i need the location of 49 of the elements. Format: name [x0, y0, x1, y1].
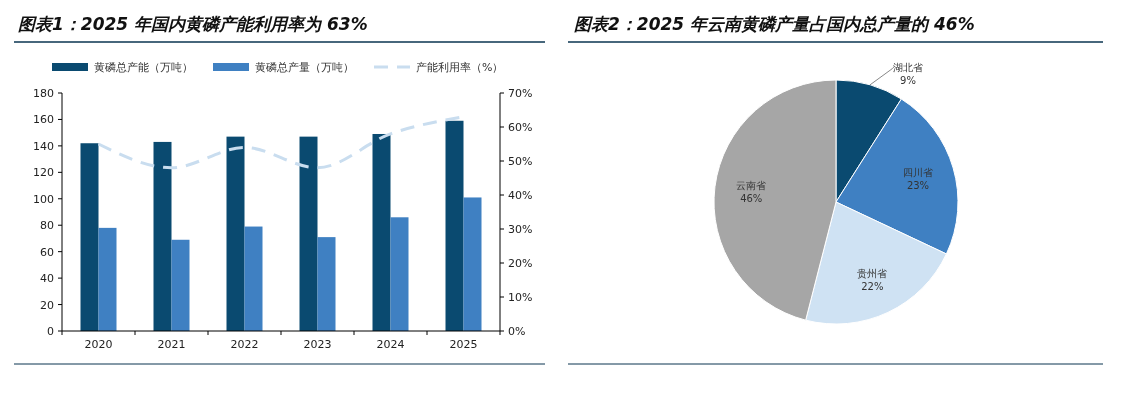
y-tick-label: 180	[33, 87, 54, 100]
y-tick-label: 160	[33, 113, 54, 127]
chart-title: 图表1：2025 年国内黄磷产能利用率为 63%	[18, 14, 368, 34]
y2-tick-label: 0%	[508, 325, 526, 338]
x-tick-label: 2022	[230, 338, 259, 351]
y-tick-label: 80	[40, 219, 54, 233]
bar	[98, 227, 117, 331]
data-label: 23%	[906, 180, 930, 192]
slice-label: 云南省	[736, 180, 767, 192]
bar	[317, 237, 336, 331]
legend-label: 黄磷总产量（万吨）	[255, 61, 354, 74]
x-tick-label: 2020	[84, 338, 113, 351]
slice-label: 湖北省	[893, 61, 924, 73]
bar	[463, 197, 482, 331]
legend-label: 黄磷总产能（万吨）	[94, 61, 193, 74]
y2-tick-label: 10%	[508, 291, 533, 304]
x-tick-label: 2025	[449, 338, 478, 351]
y2-tick-label: 30%	[508, 223, 533, 236]
y-tick-label: 100	[33, 192, 54, 206]
y2-tick-label: 20%	[508, 257, 533, 270]
data-label: 22%	[861, 281, 884, 293]
y-tick-label: 0	[47, 325, 54, 338]
slice-label: 四川省	[903, 167, 934, 179]
bar	[171, 239, 190, 331]
bar	[372, 133, 391, 331]
bar	[390, 217, 409, 331]
x-tick-label: 2021	[157, 338, 186, 351]
bar	[153, 141, 172, 331]
slice-label: 贵州省	[857, 268, 888, 280]
y2-tick-label: 50%	[508, 155, 533, 168]
bar	[226, 136, 245, 331]
data-label: 9%	[900, 74, 916, 86]
bar	[80, 143, 99, 331]
data-label: 46%	[740, 193, 763, 205]
bar	[299, 136, 318, 331]
x-tick-label: 2023	[303, 338, 332, 351]
legend-label: 产能利用率（%）	[416, 61, 504, 74]
y2-tick-label: 70%	[508, 87, 533, 100]
y2-tick-label: 60%	[508, 121, 533, 134]
y2-tick-label: 40%	[508, 189, 533, 202]
bar	[445, 120, 464, 331]
chart-title: 图表2：2025 年云南黄磷产量占国内总产量的 46%	[574, 14, 975, 34]
y-tick-label: 20	[40, 298, 54, 312]
y-tick-label: 120	[33, 166, 54, 180]
bar	[244, 226, 263, 331]
y-tick-label: 140	[33, 139, 54, 153]
y-tick-label: 60	[40, 245, 54, 259]
x-tick-label: 2024	[376, 338, 405, 351]
y-tick-label: 40	[40, 272, 54, 286]
